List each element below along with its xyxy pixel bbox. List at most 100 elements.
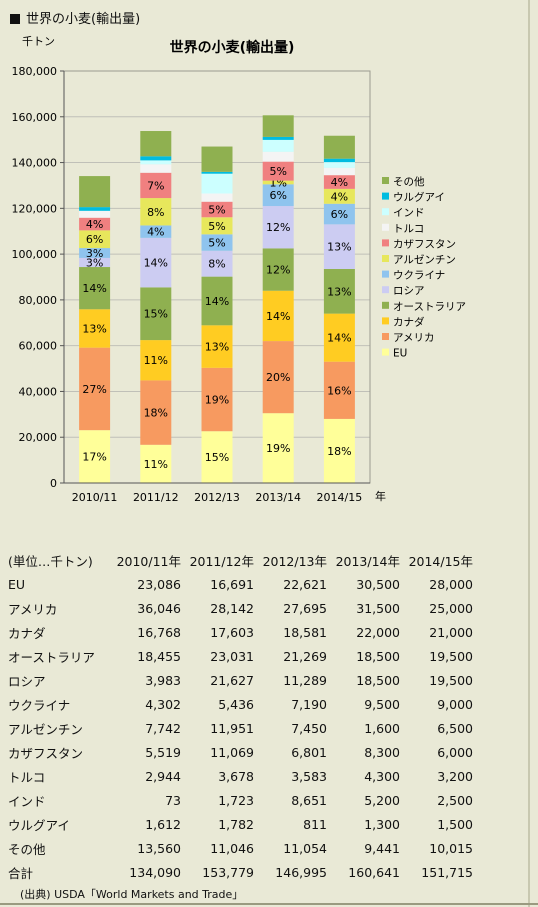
data-label: 8% xyxy=(147,206,164,219)
table-cell: 1,612 xyxy=(145,816,181,832)
data-label: 13% xyxy=(205,341,229,354)
table-cell: 5,436 xyxy=(218,696,254,712)
bar-segment xyxy=(201,201,233,218)
table-cell: 11,046 xyxy=(210,840,254,856)
table-row: トルコ 2,944 3,678 3,583 4,300 3,200 xyxy=(8,764,473,788)
legend-entry: その他 xyxy=(393,175,425,188)
table-cell: 23,031 xyxy=(210,648,254,664)
table-cell: 811 xyxy=(303,816,327,832)
bar-segment xyxy=(323,162,355,168)
bar-segment xyxy=(201,367,233,432)
bar-segment xyxy=(201,431,233,483)
table-cell: 10,015 xyxy=(429,840,473,856)
bar-segment xyxy=(79,309,111,348)
bar-segment xyxy=(323,158,355,163)
table-cell: 151,715 xyxy=(421,864,473,880)
table-row-label: EU xyxy=(8,576,26,592)
table-cell: 11,951 xyxy=(210,720,254,736)
table-row-label: インド xyxy=(8,793,46,809)
table-cell: 18,500 xyxy=(356,648,400,664)
bar-segment xyxy=(323,313,355,362)
bar-segment xyxy=(140,164,172,173)
bar-segment xyxy=(323,418,355,483)
x-tick-label: 2012/13 xyxy=(194,491,240,504)
legend-swatch xyxy=(382,208,389,216)
stacked-bar-chart: 17%27%13%14%3%3%6%4%11%18%11%15%14%4%8%7… xyxy=(12,35,466,504)
bar-segment xyxy=(323,224,355,269)
table-cell: 146,995 xyxy=(275,864,327,880)
table-row-label: オーストラリア xyxy=(8,649,95,665)
table-cell: 23,086 xyxy=(137,576,181,592)
data-label: 11% xyxy=(144,458,168,471)
table-cell: 21,627 xyxy=(210,672,254,688)
data-label: 4% xyxy=(86,218,103,231)
bar-segment xyxy=(140,444,172,483)
y-tick-label: 100,000 xyxy=(12,248,58,261)
table-cell: 8,651 xyxy=(291,792,327,808)
y-tick-label: 180,000 xyxy=(12,65,58,78)
table-cell: 6,500 xyxy=(437,720,473,736)
table-row-label: カナダ xyxy=(8,625,46,641)
bar-segment xyxy=(262,184,294,207)
data-label: 18% xyxy=(144,407,168,420)
bar-segment xyxy=(201,193,233,202)
data-label: 5% xyxy=(208,203,225,216)
page-header: 世界の小麦(輸出量) xyxy=(10,8,140,27)
table-cell: 2,500 xyxy=(437,792,473,808)
legend-entry: インド xyxy=(393,207,425,219)
bar-segment xyxy=(79,257,111,268)
legend-swatch xyxy=(382,348,389,356)
y-tick-label: 160,000 xyxy=(12,111,58,124)
table-cell: 17,603 xyxy=(210,624,254,640)
data-label: 3% xyxy=(86,247,103,260)
legend-swatch xyxy=(382,301,389,309)
bar-segment xyxy=(140,198,172,226)
table-col-header: 2011/12年 xyxy=(189,553,254,569)
table-cell: 153,779 xyxy=(202,864,254,880)
y-tick-label: 60,000 xyxy=(19,340,58,353)
data-label: 5% xyxy=(208,220,225,233)
table-cell: 22,000 xyxy=(356,624,400,640)
legend-entry: カナダ xyxy=(393,315,425,328)
bar-segment xyxy=(262,206,294,249)
bar-segment xyxy=(79,347,111,431)
data-label: 12% xyxy=(266,221,290,234)
bar-segment xyxy=(201,146,233,172)
bar-segment xyxy=(323,361,355,419)
bar-segment xyxy=(79,430,111,483)
table-cell: 3,200 xyxy=(437,768,473,784)
bar-segment xyxy=(201,217,233,235)
source-note: (出典) USDA「World Markets and Trade」 xyxy=(20,888,244,901)
bar-segment xyxy=(79,176,111,208)
legend-swatch xyxy=(382,255,389,262)
bar-segment xyxy=(201,250,233,277)
table-cell: 21,269 xyxy=(283,648,327,664)
table-cell: 25,000 xyxy=(429,600,473,616)
bar-segment xyxy=(262,341,294,414)
table-cell: 6,000 xyxy=(437,744,473,760)
y-axis-label: 千トン xyxy=(22,35,55,48)
table-row: カナダ 16,768 17,603 18,581 22,000 21,000 xyxy=(8,620,473,644)
table-cell: 160,641 xyxy=(348,864,400,880)
table-unit-label: (単位…千トン) xyxy=(8,553,93,569)
table-row: オーストラリア 18,455 23,031 21,269 18,500 19,500 xyxy=(8,644,473,668)
bar-segment xyxy=(262,180,294,185)
data-label: 16% xyxy=(327,384,351,397)
table-cell: 7,190 xyxy=(291,696,327,712)
table-row: ウクライナ 4,302 5,436 7,190 9,500 9,000 xyxy=(8,692,473,716)
table-col-header: 2010/11年 xyxy=(116,553,181,569)
data-label: 13% xyxy=(327,285,351,298)
bar-segment xyxy=(201,234,233,251)
table-cell: 27,695 xyxy=(283,600,327,616)
bar-segment xyxy=(262,115,294,137)
table-row-label: ウクライナ xyxy=(8,697,71,713)
legend-entry: オーストラリア xyxy=(393,301,466,313)
table-cell: 22,621 xyxy=(283,576,327,592)
data-label: 6% xyxy=(331,208,348,221)
table-cell: 5,519 xyxy=(145,744,181,760)
table-col-header: 2013/14年 xyxy=(335,553,400,569)
data-label: 13% xyxy=(82,322,106,335)
table-cell: 18,581 xyxy=(283,624,327,640)
bar-segment xyxy=(323,175,355,189)
table-cell: 13,560 xyxy=(137,840,181,856)
